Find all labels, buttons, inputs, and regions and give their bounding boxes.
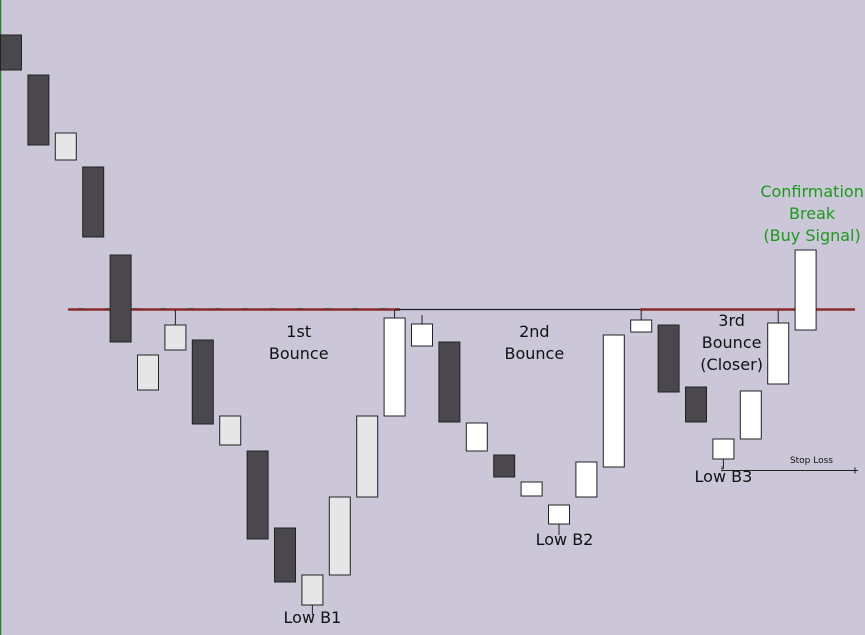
annotation-label: 3rd: [718, 311, 745, 330]
annotation-label: Bounce: [504, 344, 564, 363]
confirmation-label: Confirmation: [760, 182, 864, 201]
candle-body: [465, 422, 488, 452]
candle-body: [246, 450, 269, 540]
stoploss-layer: [721, 466, 858, 474]
candle-body: [548, 504, 570, 525]
candle-body: [630, 319, 653, 333]
candle-body: [27, 74, 50, 146]
candle-body: [82, 166, 105, 238]
candles-layer: [0, 34, 817, 615]
candle-body: [520, 481, 543, 497]
candle-body: [602, 334, 625, 468]
candle-body: [794, 249, 817, 331]
candle-body: [219, 415, 242, 446]
candle-body: [712, 438, 735, 460]
annotation-label: (Closer): [700, 355, 763, 374]
candle-body: [657, 324, 680, 393]
candle-body: [767, 322, 790, 385]
candle-body: [0, 34, 22, 71]
candle-body: [191, 339, 214, 425]
annotation-label: Stop Loss: [790, 456, 833, 466]
candle-body: [137, 354, 159, 391]
annotation-label: 1st: [286, 322, 311, 341]
candle-body: [274, 527, 296, 583]
annotation-label: Bounce: [269, 344, 329, 363]
candle-body: [301, 574, 324, 606]
annotation-label: Low B1: [284, 608, 342, 627]
candle-body: [685, 386, 707, 423]
candle-body: [493, 454, 516, 478]
candle-body: [164, 324, 187, 351]
annotation-label: 2nd: [519, 322, 549, 341]
candle-body: [411, 323, 433, 347]
candle-body: [438, 341, 461, 423]
annotation-label: Bounce: [702, 333, 762, 352]
candle-body: [109, 254, 132, 343]
candle-body: [356, 415, 379, 498]
candle-body: [383, 317, 406, 417]
annotation-label: Low B3: [695, 467, 753, 486]
candle-body: [54, 132, 77, 161]
confirmation-label: Break: [789, 204, 836, 223]
labels-layer: 1st Bounce 2nd Bounce 3rd Bounce (Closer) Low B…: [269, 182, 864, 627]
candle-body: [739, 390, 762, 440]
candle-body: [328, 496, 351, 576]
candle-body: [575, 461, 598, 498]
confirmation-label: (Buy Signal): [763, 226, 860, 245]
annotation-label: Low B2: [536, 530, 594, 549]
